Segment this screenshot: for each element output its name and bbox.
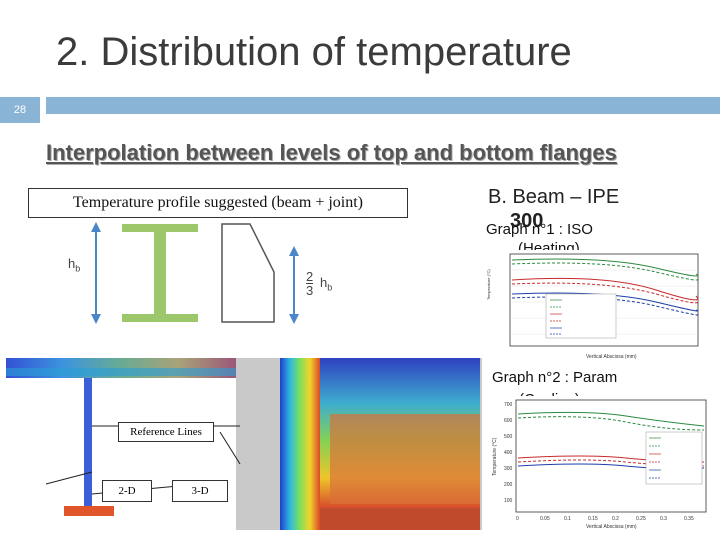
temperature-profile-shape — [221, 223, 299, 324]
svg-text:100: 100 — [504, 498, 513, 504]
svg-text:0: 0 — [516, 516, 519, 522]
graph2-chart: 700 600 500 400 300 200 100 0 0.05 0.1 0.15 0.2 0… — [486, 396, 712, 530]
beam-label-size: 300 — [510, 210, 544, 232]
svg-text:400: 400 — [504, 450, 513, 456]
svg-text:0.05: 0.05 — [540, 516, 550, 522]
svg-text:600: 600 — [504, 418, 513, 424]
g2-xlabel: Vertical Abscissa (mm) — [586, 524, 637, 530]
g1-xlabel: Vertical Abscissa (mm) — [586, 354, 637, 360]
graph1-chart: Temperature (°C) Vertical Abscissa (mm) — [486, 250, 706, 360]
svg-text:200: 200 — [504, 482, 513, 488]
graph2-caption: Graph n°2 : Param — [492, 369, 618, 386]
g1-ylabel: Temperature (°C) — [486, 269, 491, 300]
svg-text:0.1: 0.1 — [564, 516, 571, 522]
g1-series-6 — [511, 296, 699, 316]
g1-series-3 — [511, 277, 699, 301]
reference-lines-label: Reference Lines — [118, 422, 214, 442]
header-bar — [46, 97, 720, 114]
ratio-label: 2 3 — [306, 269, 314, 298]
svg-text:0.25: 0.25 — [636, 516, 646, 522]
svg-text:0.35: 0.35 — [684, 516, 694, 522]
ratio-h-label: hb — [320, 275, 333, 293]
svg-text:500: 500 — [504, 434, 513, 440]
g1-series-2 — [511, 262, 699, 281]
svg-text:300: 300 — [504, 466, 513, 472]
beam-label: B. Beam – IPE — [488, 186, 620, 208]
beam-joint-model — [6, 358, 482, 530]
g2-legend — [645, 431, 703, 485]
label-2d: 2-D — [102, 480, 152, 502]
g2-ylabel: Temperature (°C) — [492, 437, 498, 476]
svg-text:0.15: 0.15 — [588, 516, 598, 522]
ibeam-section-diagram — [91, 222, 198, 324]
svg-text:700: 700 — [504, 402, 513, 408]
profile-caption: Temperature profile suggested (beam + jo… — [28, 188, 408, 218]
g1-series-5 — [511, 292, 699, 312]
g2-series-2 — [517, 416, 705, 431]
g2-series-1 — [517, 411, 705, 427]
hb-label: hb — [68, 256, 81, 274]
label-3d: 3-D — [172, 480, 228, 502]
graph1-caption: Graph n°1 : ISO — [486, 221, 593, 238]
g1-series-4 — [511, 282, 699, 304]
subheading: Interpolation between levels of top and … — [46, 140, 617, 165]
page-title: 2. Distribution of temperature — [56, 30, 572, 74]
g1-series-1 — [511, 258, 699, 277]
svg-text:0.3: 0.3 — [660, 516, 667, 522]
svg-text:0.2: 0.2 — [612, 516, 619, 522]
slide-number: 28 — [0, 97, 40, 123]
g1-legend — [545, 293, 617, 339]
